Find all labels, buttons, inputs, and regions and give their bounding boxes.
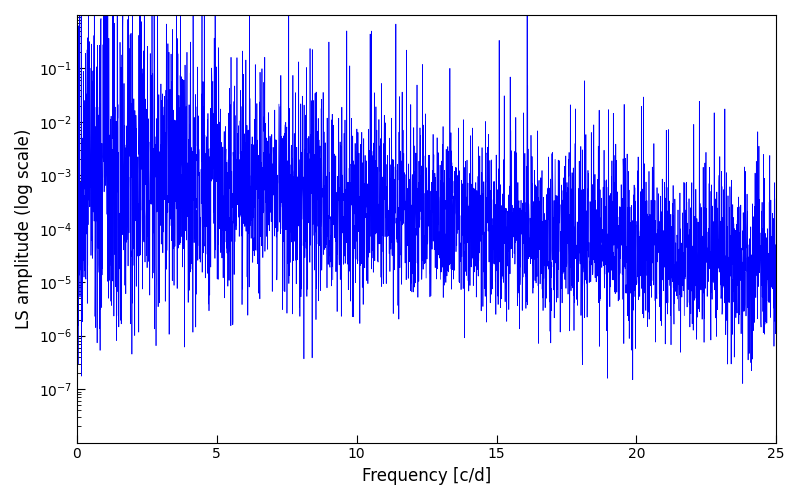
- Y-axis label: LS amplitude (log scale): LS amplitude (log scale): [15, 128, 33, 329]
- X-axis label: Frequency [c/d]: Frequency [c/d]: [362, 467, 491, 485]
